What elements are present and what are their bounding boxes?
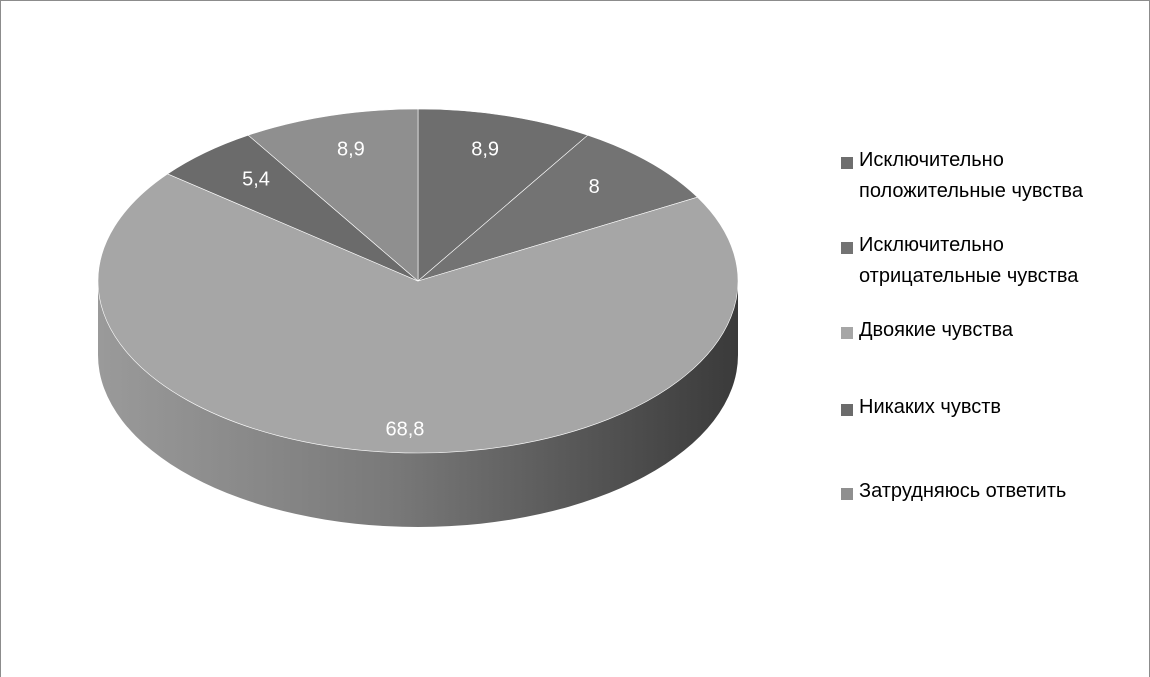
legend-label: Исключительно отрицательные чувства — [859, 234, 1079, 287]
data-label: 8,9 — [337, 139, 365, 161]
pie-slice — [417, 134, 699, 282]
legend-label: Двоякие чувства — [859, 319, 1014, 341]
legend-item-negative: Исключительно отрицательные чувства — [841, 234, 1141, 292]
data-label: 8,9 — [471, 139, 499, 161]
data-label: 8 — [589, 176, 600, 198]
legend-swatch — [841, 404, 853, 416]
legend-swatch — [841, 157, 853, 169]
data-label: 5,4 — [242, 168, 270, 190]
legend-item-positive: Исключительно положительные чувства — [841, 149, 1141, 207]
legend-swatch — [841, 242, 853, 254]
pie-slice — [97, 173, 739, 454]
data-label: 68,8 — [385, 418, 424, 440]
legend-label: Исключительно положительные чувства — [859, 149, 1083, 202]
pie-side-wall — [98, 281, 738, 527]
legend-swatch — [841, 327, 853, 339]
pie-chart: 8,9 8 68,8 5,4 8,9 — [97, 108, 739, 527]
legend-item-mixed: Двоякие чувства — [841, 319, 1141, 346]
legend-label: Никаких чувств — [859, 396, 1002, 418]
pie-slice — [417, 108, 589, 282]
legend-label: Затрудняюсь ответить — [859, 480, 1067, 502]
legend-item-none: Никаких чувств — [841, 396, 1141, 423]
pie-slice — [247, 108, 419, 282]
legend-item-unsure: Затрудняюсь ответить — [841, 480, 1141, 507]
legend-swatch — [841, 488, 853, 500]
